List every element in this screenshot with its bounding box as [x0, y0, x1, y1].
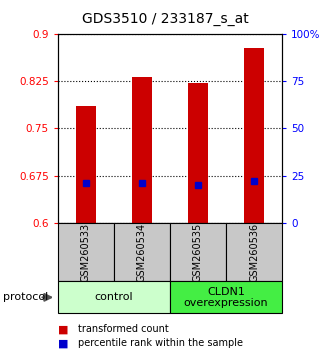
Bar [76, 106, 96, 223]
Text: protocol: protocol [3, 292, 49, 302]
Bar [188, 83, 208, 223]
Text: transformed count: transformed count [78, 324, 168, 334]
Text: GDS3510 / 233187_s_at: GDS3510 / 233187_s_at [82, 12, 248, 27]
Text: GSM260535: GSM260535 [193, 223, 203, 282]
Text: GSM260534: GSM260534 [137, 223, 147, 282]
Text: CLDN1
overexpression: CLDN1 overexpression [184, 286, 268, 308]
Bar [58, 281, 170, 313]
Text: GSM260536: GSM260536 [249, 223, 259, 282]
Text: ■: ■ [58, 324, 68, 334]
Bar [244, 47, 264, 223]
Bar [114, 223, 170, 281]
Bar [170, 223, 226, 281]
Text: percentile rank within the sample: percentile rank within the sample [78, 338, 243, 348]
Text: GSM260533: GSM260533 [81, 223, 91, 282]
Text: ■: ■ [58, 338, 68, 348]
Bar [226, 223, 282, 281]
Bar [170, 281, 282, 313]
Text: control: control [94, 292, 133, 302]
Bar [132, 76, 152, 223]
Bar [58, 223, 114, 281]
